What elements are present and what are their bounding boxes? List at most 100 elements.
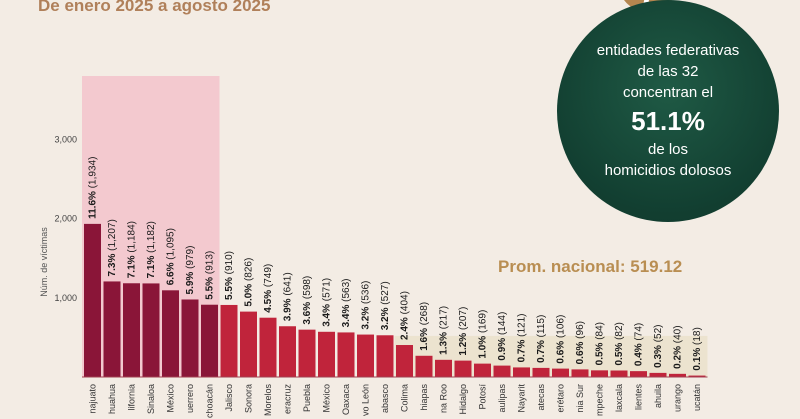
bar — [181, 299, 199, 377]
data-label: 5.9% (979) — [185, 246, 196, 295]
bar — [337, 332, 355, 377]
data-label: 0.1% (18) — [692, 327, 703, 370]
x-tick-label: lientes — [634, 384, 644, 411]
data-label: 3.4% (563) — [341, 278, 352, 327]
bar — [435, 359, 452, 377]
bar — [376, 335, 394, 377]
x-tick-label: ucatán — [692, 384, 702, 411]
bar — [688, 375, 706, 377]
bar — [201, 304, 218, 377]
x-tick-label: Sonora — [244, 384, 254, 413]
bar — [298, 329, 316, 377]
data-label: 7.1% (1,182) — [146, 221, 157, 278]
x-tick-label: mpeche — [595, 384, 605, 416]
bar — [474, 363, 491, 377]
x-tick-label: hiapas — [419, 384, 429, 411]
data-label: 3.6% (598) — [302, 276, 313, 325]
data-label: 3.4% (571) — [322, 278, 333, 327]
data-label: 0.7% (115) — [536, 315, 547, 363]
data-label: 6.6% (1,095) — [166, 228, 177, 285]
bar — [552, 368, 569, 377]
data-label: 5.0% (826) — [244, 258, 255, 307]
data-label: 5.5% (910) — [224, 251, 235, 300]
x-tick-label: Oaxaca — [341, 384, 351, 415]
x-tick-label: atecas — [536, 384, 546, 411]
bar — [571, 369, 589, 377]
bar — [259, 317, 277, 377]
x-tick-label: lifornia — [127, 384, 137, 411]
data-label: 1.6% (268) — [419, 302, 430, 351]
x-tick-label: laxcala — [614, 384, 624, 412]
data-label: 0.3% (52) — [653, 325, 664, 368]
bar — [103, 281, 121, 377]
callout-line-2: de las 32 — [637, 63, 699, 80]
bar — [454, 360, 472, 377]
x-tick-label: huahua — [107, 384, 117, 414]
bar — [669, 373, 686, 377]
data-label: 1.0% (169) — [478, 310, 489, 359]
x-tick-label: eracruz — [283, 384, 293, 415]
data-label: 2.4% (404) — [400, 291, 411, 340]
bar — [649, 372, 667, 377]
x-tick-label: urango — [673, 384, 683, 412]
data-label: 4.5% (749) — [263, 264, 274, 313]
y-tick-label: 3,000 — [54, 134, 77, 144]
y-tick-label: 2,000 — [54, 214, 77, 224]
bar — [279, 326, 296, 377]
bar — [162, 290, 179, 377]
data-label: 0.2% (40) — [673, 325, 684, 368]
data-label: 11.6% (1,934) — [88, 157, 99, 219]
data-label: 0.5% (84) — [595, 322, 606, 365]
bar — [142, 283, 160, 377]
data-label: 5.5% (913) — [205, 251, 216, 300]
data-label: 7.1% (1,184) — [127, 221, 138, 278]
x-tick-label: Morelos — [263, 384, 273, 417]
x-tick-label: aulipas — [497, 384, 507, 413]
callout-line-5: homicidios dolosos — [604, 162, 732, 179]
chart-subtitle: De enero 2025 a agosto 2025 — [38, 0, 271, 15]
data-label: 0.9% (144) — [497, 312, 508, 361]
callout-line-3: concentran el — [622, 84, 714, 101]
data-label: 3.2% (536) — [361, 281, 372, 330]
bar — [240, 311, 257, 377]
x-tick-label: abasco — [380, 384, 390, 413]
average-label: Prom. nacional: 519.12 — [498, 257, 683, 276]
x-tick-label: Sinaloa — [146, 384, 156, 414]
bar — [396, 345, 413, 377]
data-label: 0.6% (106) — [556, 315, 567, 364]
callout-line-4: de los — [647, 141, 689, 158]
data-label: 3.2% (527) — [380, 281, 391, 330]
bar — [532, 367, 550, 377]
x-tick-label: México — [166, 384, 176, 413]
x-tick-label: na Roo — [439, 384, 449, 413]
x-tick-label: Colima — [400, 384, 410, 412]
data-label: 0.6% (96) — [575, 321, 586, 364]
data-label: 3.9% (641) — [283, 272, 294, 321]
bar — [610, 370, 628, 377]
callout-line-1: entidades federativas — [596, 42, 740, 59]
bar — [318, 331, 335, 377]
x-tick-label: vo León — [361, 384, 371, 416]
y-axis-label: Núm. de víctimas — [39, 227, 49, 297]
x-tick-label: México — [322, 384, 332, 413]
bar — [630, 371, 647, 377]
bar — [84, 223, 101, 377]
x-tick-label: Potosí — [478, 384, 488, 410]
x-tick-label: najuato — [88, 384, 98, 414]
x-tick-label: Jalisco — [224, 384, 234, 412]
summary-callout: entidades federativas de las 32 concentr… — [557, 0, 779, 222]
x-tick-label: choacán — [205, 384, 215, 418]
data-label: 0.4% (74) — [634, 323, 645, 366]
data-label: 0.7% (121) — [517, 313, 528, 362]
y-tick-label: 1,000 — [54, 293, 77, 303]
x-tick-label: Nayarit — [517, 384, 527, 413]
data-label: 1.2% (207) — [458, 307, 469, 356]
bar — [415, 355, 433, 377]
bar — [513, 367, 530, 377]
x-tick-label: Puebla — [302, 384, 312, 412]
x-tick-label: uerrero — [185, 384, 195, 413]
bar — [220, 304, 238, 377]
x-tick-label: erétaro — [556, 384, 566, 413]
x-tick-label: ahuila — [653, 384, 663, 408]
x-tick-label: nia Sur — [575, 384, 585, 413]
